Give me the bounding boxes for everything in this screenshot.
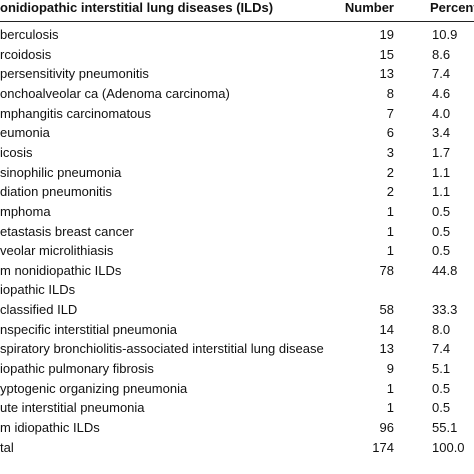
row-label: classified ILD xyxy=(0,302,78,318)
row-label: iopathic ILDs xyxy=(0,282,76,298)
row-label: berculosis xyxy=(0,27,59,42)
percent: 0.5 xyxy=(432,243,451,259)
count: 3 xyxy=(386,144,394,160)
row-label: spiratory bronchiolitis-associated inter… xyxy=(0,341,324,357)
row-label: m nonidiopathic ILDs xyxy=(0,262,122,278)
row-label: tal xyxy=(0,439,14,455)
row-label: sinophilic pneumonia xyxy=(0,164,122,180)
percent: 7.4 xyxy=(432,341,451,357)
percent: 1.1 xyxy=(432,184,451,200)
percent: 5.1 xyxy=(432,361,451,377)
percent: 44.8 xyxy=(432,262,458,278)
percent: 4.0 xyxy=(432,105,451,121)
header-percent: Percent xyxy=(430,0,474,15)
count: 1 xyxy=(386,243,394,259)
row-label: yptogenic organizing pneumonia xyxy=(0,380,188,396)
percent: 8.6 xyxy=(432,46,451,62)
percent: 1.1 xyxy=(432,164,451,180)
row-label: m idiopathic ILDs xyxy=(0,420,100,435)
count: 8 xyxy=(386,85,394,101)
percent: 0.5 xyxy=(432,223,451,239)
count: 2 xyxy=(386,164,394,180)
percent: 55.1 xyxy=(432,420,458,435)
count: 78 xyxy=(379,262,394,278)
count: 1 xyxy=(386,203,394,219)
percent: 8.0 xyxy=(432,321,451,337)
count: 15 xyxy=(379,46,394,62)
count: 1 xyxy=(386,223,394,239)
row-label: veolar microlithiasis xyxy=(0,243,114,259)
row-label: icosis xyxy=(0,144,33,160)
percent: 100.0 xyxy=(432,439,465,455)
count: 1 xyxy=(386,400,394,416)
row-label: diation pneumonitis xyxy=(0,184,113,200)
row-label: persensitivity pneumonitis xyxy=(0,66,149,82)
percent: 10.9 xyxy=(432,27,458,42)
percent: 0.5 xyxy=(432,400,451,416)
percent: 4.6 xyxy=(432,85,451,101)
percent: 1.7 xyxy=(432,144,451,160)
row-label: mphangitis carcinomatous xyxy=(0,105,152,121)
row-label: etastasis breast cancer xyxy=(0,223,134,239)
row-label: nspecific interstitial pneumonia xyxy=(0,321,178,337)
count: 9 xyxy=(386,361,394,377)
row-label: ute interstitial pneumonia xyxy=(0,400,145,416)
percent: 0.5 xyxy=(432,203,451,219)
percent: 0.5 xyxy=(432,380,451,396)
percent: 33.3 xyxy=(432,302,458,318)
count: 58 xyxy=(379,302,394,318)
percent: 7.4 xyxy=(432,66,451,82)
row-label: eumonia xyxy=(0,125,50,141)
row-label: onchoalveolar ca (Adenoma carcinoma) xyxy=(0,85,230,101)
count: 6 xyxy=(386,125,394,141)
percent: 3.4 xyxy=(432,125,451,141)
count: 14 xyxy=(379,321,394,337)
row-label: mphoma xyxy=(0,203,51,219)
count: 13 xyxy=(379,341,394,357)
count: 7 xyxy=(386,105,394,121)
header-count: Number xyxy=(344,0,394,15)
count: 2 xyxy=(386,184,394,200)
count: 19 xyxy=(379,27,394,42)
count: 13 xyxy=(379,66,394,82)
count: 96 xyxy=(379,420,394,435)
row-label: rcoidosis xyxy=(0,46,52,62)
count: 174 xyxy=(372,439,394,455)
header-rule xyxy=(0,21,474,22)
count: 1 xyxy=(386,380,394,396)
header-row-label: onidiopathic interstitial lung diseases … xyxy=(0,0,274,15)
row-label: iopathic pulmonary fibrosis xyxy=(0,361,154,377)
